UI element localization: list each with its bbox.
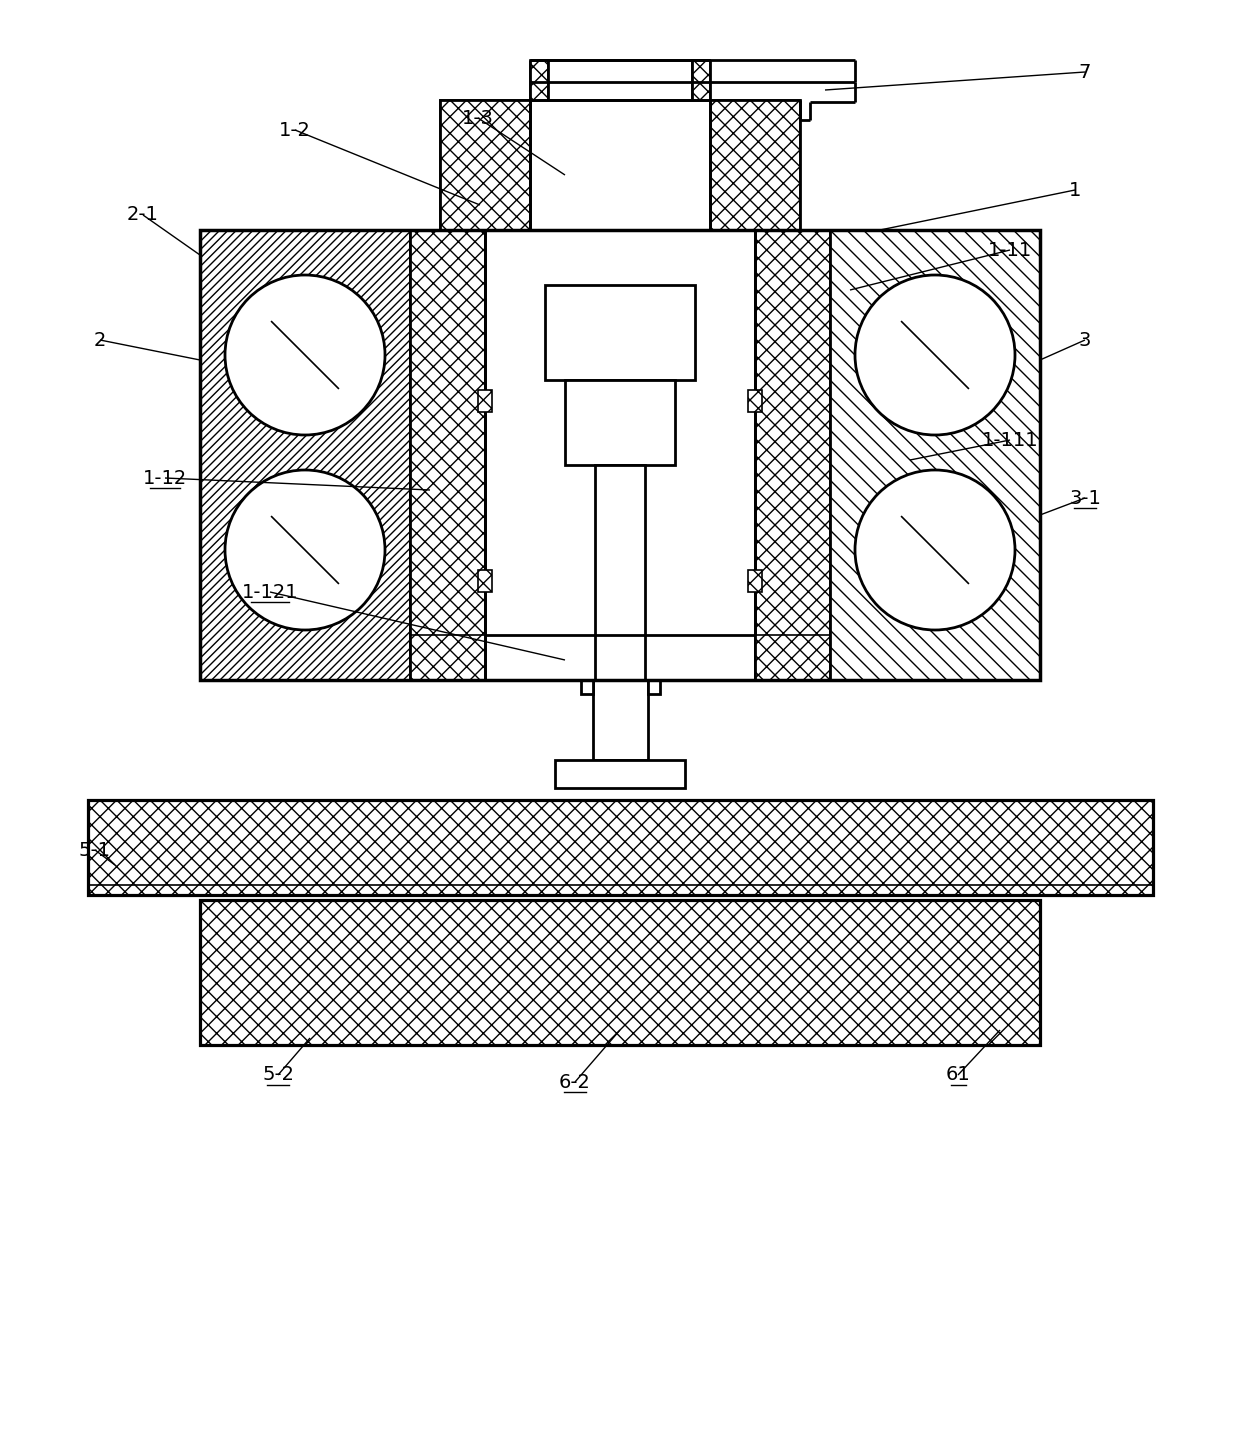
Text: 1-3: 1-3 [463,109,494,127]
Bar [477,391,492,412]
Text: 6-2: 6-2 [559,1072,591,1092]
Bar [88,800,1153,894]
Bar [582,680,593,694]
Bar [485,230,755,680]
Bar [200,900,1040,1045]
Bar [529,60,548,100]
Bar [546,285,694,381]
Bar [755,635,830,680]
Text: 3-1: 3-1 [1069,488,1101,508]
Text: 1: 1 [1069,180,1081,199]
Bar [200,230,1040,680]
Bar [529,100,711,230]
Circle shape [856,275,1016,435]
Bar [410,230,485,680]
Text: 3: 3 [1079,331,1091,349]
Circle shape [224,469,384,630]
Bar [593,680,649,760]
Text: 2-1: 2-1 [126,206,159,225]
Text: 1-11: 1-11 [988,240,1032,259]
Bar [748,570,763,592]
Text: 7: 7 [1079,63,1091,82]
Text: 5-2: 5-2 [262,1066,294,1085]
Bar [200,900,1040,1045]
Bar [692,60,711,100]
Bar [440,100,800,230]
Bar [830,230,1040,680]
Text: 61: 61 [946,1066,971,1085]
Circle shape [856,469,1016,630]
Bar [595,465,645,680]
Circle shape [224,275,384,435]
Text: 2: 2 [94,331,107,349]
Bar [565,381,675,465]
Bar [755,230,830,680]
Bar [711,100,800,230]
Bar [649,680,660,694]
Bar [556,760,684,788]
Bar [88,800,1153,894]
Text: 1-12: 1-12 [143,468,187,488]
Text: 1-121: 1-121 [242,582,299,601]
Bar [440,100,529,230]
Bar [477,570,492,592]
Text: 1-111: 1-111 [982,431,1038,449]
Text: 5-1: 5-1 [79,840,112,860]
Bar [410,635,485,680]
Bar [200,230,410,680]
Bar [748,391,763,412]
Text: 1-2: 1-2 [279,120,311,139]
